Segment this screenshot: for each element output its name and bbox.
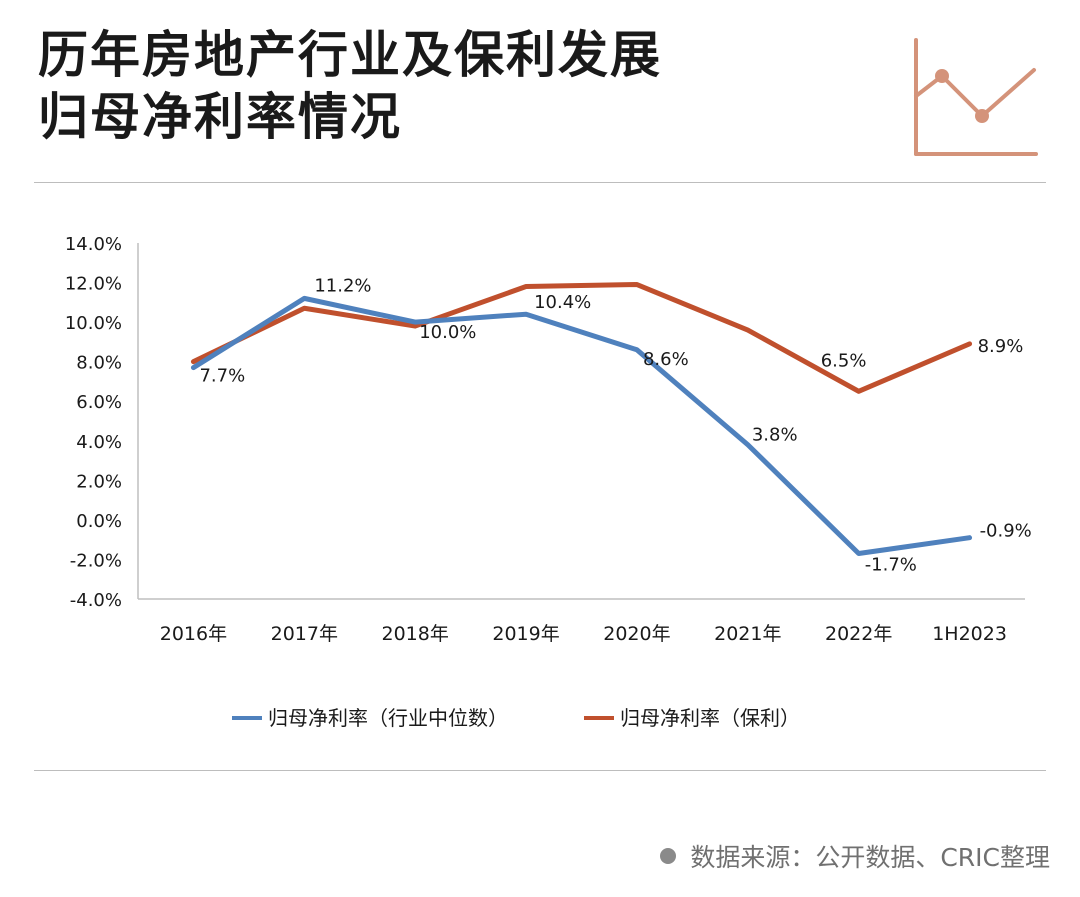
data-label-industry: -1.7%	[865, 555, 917, 576]
data-label-industry: 8.6%	[643, 349, 689, 370]
data-label-industry: -0.9%	[980, 521, 1032, 542]
bullet-icon	[660, 848, 677, 864]
x-tick-label: 2022年	[825, 623, 892, 645]
line-chart: 14.0% 12.0% 10.0% 8.0% 6.0% 4.0% 2.0% 0.0% -2.0%…	[65, 234, 1032, 730]
title-line-1: 历年房地产行业及保利发展	[38, 26, 662, 84]
y-tick-label: 6.0%	[76, 392, 122, 413]
y-tick-label: -4.0%	[70, 590, 122, 611]
data-label-industry: 10.4%	[534, 292, 591, 313]
line-chart-icon	[914, 38, 1038, 156]
header-divider	[34, 182, 1046, 183]
legend-label: 归母净利率（行业中位数）	[268, 706, 508, 730]
data-label-poly: 8.9%	[978, 336, 1024, 357]
data-label-industry: 3.8%	[752, 425, 798, 446]
series-line-industry	[190, 295, 973, 557]
x-tick-label: 2020年	[603, 623, 670, 645]
data-label-industry: 11.2%	[314, 275, 371, 296]
y-tick-label: 12.0%	[65, 274, 122, 295]
x-tick-label: 1H2023	[932, 623, 1007, 645]
x-tick-label: 2016年	[160, 623, 227, 645]
y-tick-label: 4.0%	[76, 432, 122, 453]
legend-label: 归母净利率（保利）	[620, 706, 800, 730]
y-tick-label: -2.0%	[70, 550, 122, 571]
series-line-poly	[190, 282, 973, 394]
x-tick-label: 2019年	[492, 623, 559, 645]
title-line-2: 归母净利率情况	[38, 88, 402, 146]
x-tick-label: 2021年	[714, 623, 781, 645]
data-source: 数据来源：公开数据、CRIC整理	[660, 838, 1050, 874]
x-tick-label: 2017年	[271, 623, 338, 645]
data-label-industry: 7.7%	[199, 366, 245, 387]
source-text: 数据来源：公开数据、CRIC整理	[690, 843, 1050, 872]
y-tick-label: 14.0%	[65, 234, 122, 255]
y-tick-label: 8.0%	[76, 353, 122, 374]
data-label-poly: 6.5%	[821, 350, 867, 371]
y-tick-label: 2.0%	[76, 471, 122, 492]
y-tick-label: 0.0%	[76, 511, 122, 532]
page-title: 历年房地产行业及保利发展 归母净利率情况	[38, 24, 662, 148]
footer-divider	[34, 770, 1046, 771]
x-tick-label: 2018年	[382, 623, 449, 645]
data-label-industry: 10.0%	[419, 322, 476, 343]
y-tick-label: 10.0%	[65, 313, 122, 334]
